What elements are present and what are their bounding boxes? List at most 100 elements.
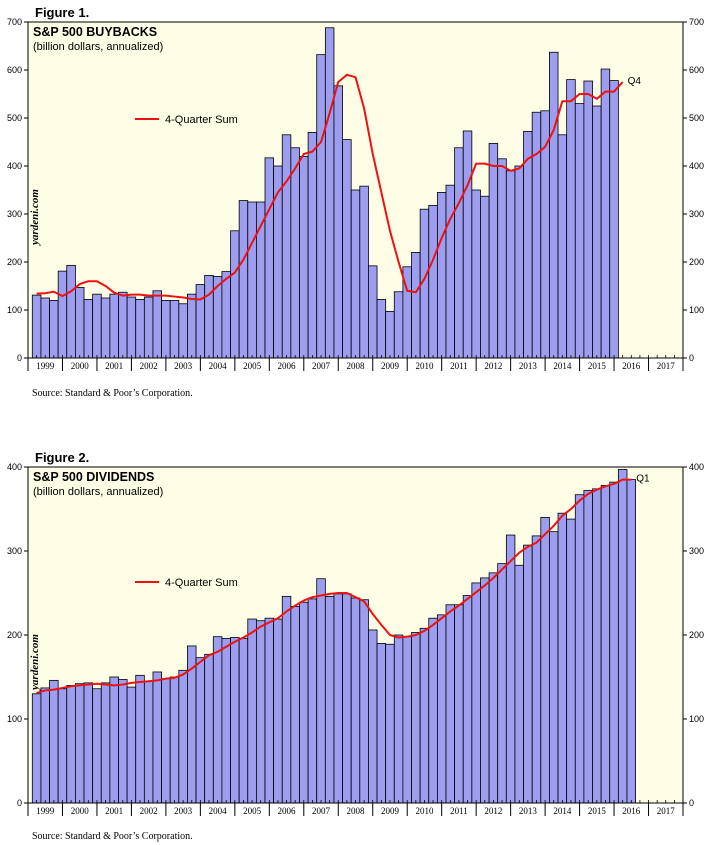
year-label: 2009 — [381, 361, 400, 371]
bar — [290, 606, 300, 804]
year-label: 2013 — [519, 361, 538, 371]
bar — [488, 572, 499, 804]
bar — [100, 297, 111, 359]
y-tick-label-left: 200 — [7, 630, 22, 640]
bar — [230, 637, 240, 804]
bar — [540, 517, 550, 804]
bar — [436, 191, 447, 359]
bar — [514, 564, 524, 804]
bar — [100, 682, 111, 804]
bar — [83, 299, 94, 359]
bar — [281, 595, 292, 804]
figure-2-label: Figure 2. — [35, 450, 90, 465]
year-label: 2015 — [588, 806, 607, 816]
bar — [583, 80, 593, 359]
bar — [230, 230, 240, 359]
chart-title: S&P 500 BUYBACKS — [33, 25, 157, 39]
bar — [557, 512, 568, 804]
bar — [75, 287, 85, 359]
y-tick-label-right: 100 — [689, 714, 704, 724]
y-tick-label-right: 0 — [689, 353, 694, 363]
bar — [264, 157, 275, 359]
year-label: 2008 — [347, 361, 366, 371]
bar — [359, 599, 369, 804]
year-label: 2017 — [657, 806, 676, 816]
chart-subtitle: (billion dollars, annualized) — [33, 486, 163, 498]
year-label: 2012 — [484, 806, 502, 816]
bar — [92, 293, 102, 359]
year-label: 1999 — [36, 806, 55, 816]
bar — [549, 51, 559, 359]
bar — [376, 299, 387, 359]
yardeni-watermark: yardeni.com — [29, 634, 41, 692]
bar — [247, 618, 257, 804]
year-label: 2011 — [450, 361, 468, 371]
bar — [66, 264, 76, 359]
bar — [617, 469, 628, 804]
year-label: 2001 — [105, 806, 123, 816]
year-label: 2002 — [140, 361, 158, 371]
bar — [57, 270, 68, 359]
y-tick-label-right: 700 — [689, 17, 704, 27]
bar — [307, 131, 318, 359]
y-tick-label-left: 400 — [7, 462, 22, 472]
bar — [488, 143, 499, 359]
bar — [471, 582, 481, 804]
year-label: 2000 — [71, 361, 90, 371]
bar — [143, 680, 154, 804]
y-tick-label-right: 300 — [689, 209, 704, 219]
bar — [445, 184, 456, 359]
bar — [462, 595, 473, 804]
bar — [609, 481, 619, 804]
y-tick-label-right: 400 — [689, 462, 704, 472]
dividends-chart: 0 0 100 100 200 200 300 300 400 400 1999 2000 2001 20… — [7, 462, 704, 816]
bar — [428, 204, 438, 359]
bar — [307, 598, 318, 804]
bar — [75, 683, 85, 804]
year-label: 2016 — [622, 806, 641, 816]
bar — [255, 620, 266, 804]
bar — [57, 688, 68, 804]
bar — [549, 531, 559, 804]
y-tick-label-left: 400 — [7, 161, 22, 171]
bar — [342, 593, 352, 804]
bar — [514, 165, 524, 359]
four-quarter-sum-line — [36, 478, 632, 694]
bar — [497, 158, 507, 359]
bar — [583, 490, 593, 804]
y-tick-label-left: 500 — [7, 113, 22, 123]
bar — [66, 684, 76, 804]
bar — [83, 682, 94, 804]
bar — [402, 636, 412, 804]
bar — [273, 165, 283, 359]
bar — [436, 614, 447, 804]
year-label: 2005 — [243, 806, 262, 816]
bar — [574, 494, 585, 804]
buybacks-chart: 0 0 100 100 200 200 300 300 400 400 500 500 600 600 70… — [7, 17, 704, 371]
figure-1-source: Source: Standard & Poor’s Corporation. — [32, 388, 193, 399]
bar — [531, 111, 542, 359]
bar — [195, 284, 206, 359]
year-label: 2004 — [209, 361, 228, 371]
year-label: 1999 — [36, 361, 55, 371]
year-label: 2014 — [553, 806, 572, 816]
bar — [411, 632, 421, 804]
four-quarter-sum-line — [36, 73, 624, 301]
bar — [505, 534, 516, 804]
y-tick-label-right: 200 — [689, 630, 704, 640]
bar — [40, 297, 50, 359]
year-label: 2010 — [415, 806, 434, 816]
bar — [49, 299, 59, 359]
y-tick-label-left: 300 — [7, 209, 22, 219]
bar — [368, 265, 378, 359]
year-label: 2002 — [140, 806, 158, 816]
bar — [169, 299, 180, 359]
year-label: 2003 — [174, 806, 193, 816]
bar — [221, 637, 231, 804]
bar — [333, 85, 343, 359]
bar — [557, 134, 568, 359]
y-tick-label-right: 0 — [689, 798, 694, 808]
bar — [592, 488, 602, 804]
bar — [376, 642, 387, 804]
year-label: 2015 — [588, 361, 607, 371]
